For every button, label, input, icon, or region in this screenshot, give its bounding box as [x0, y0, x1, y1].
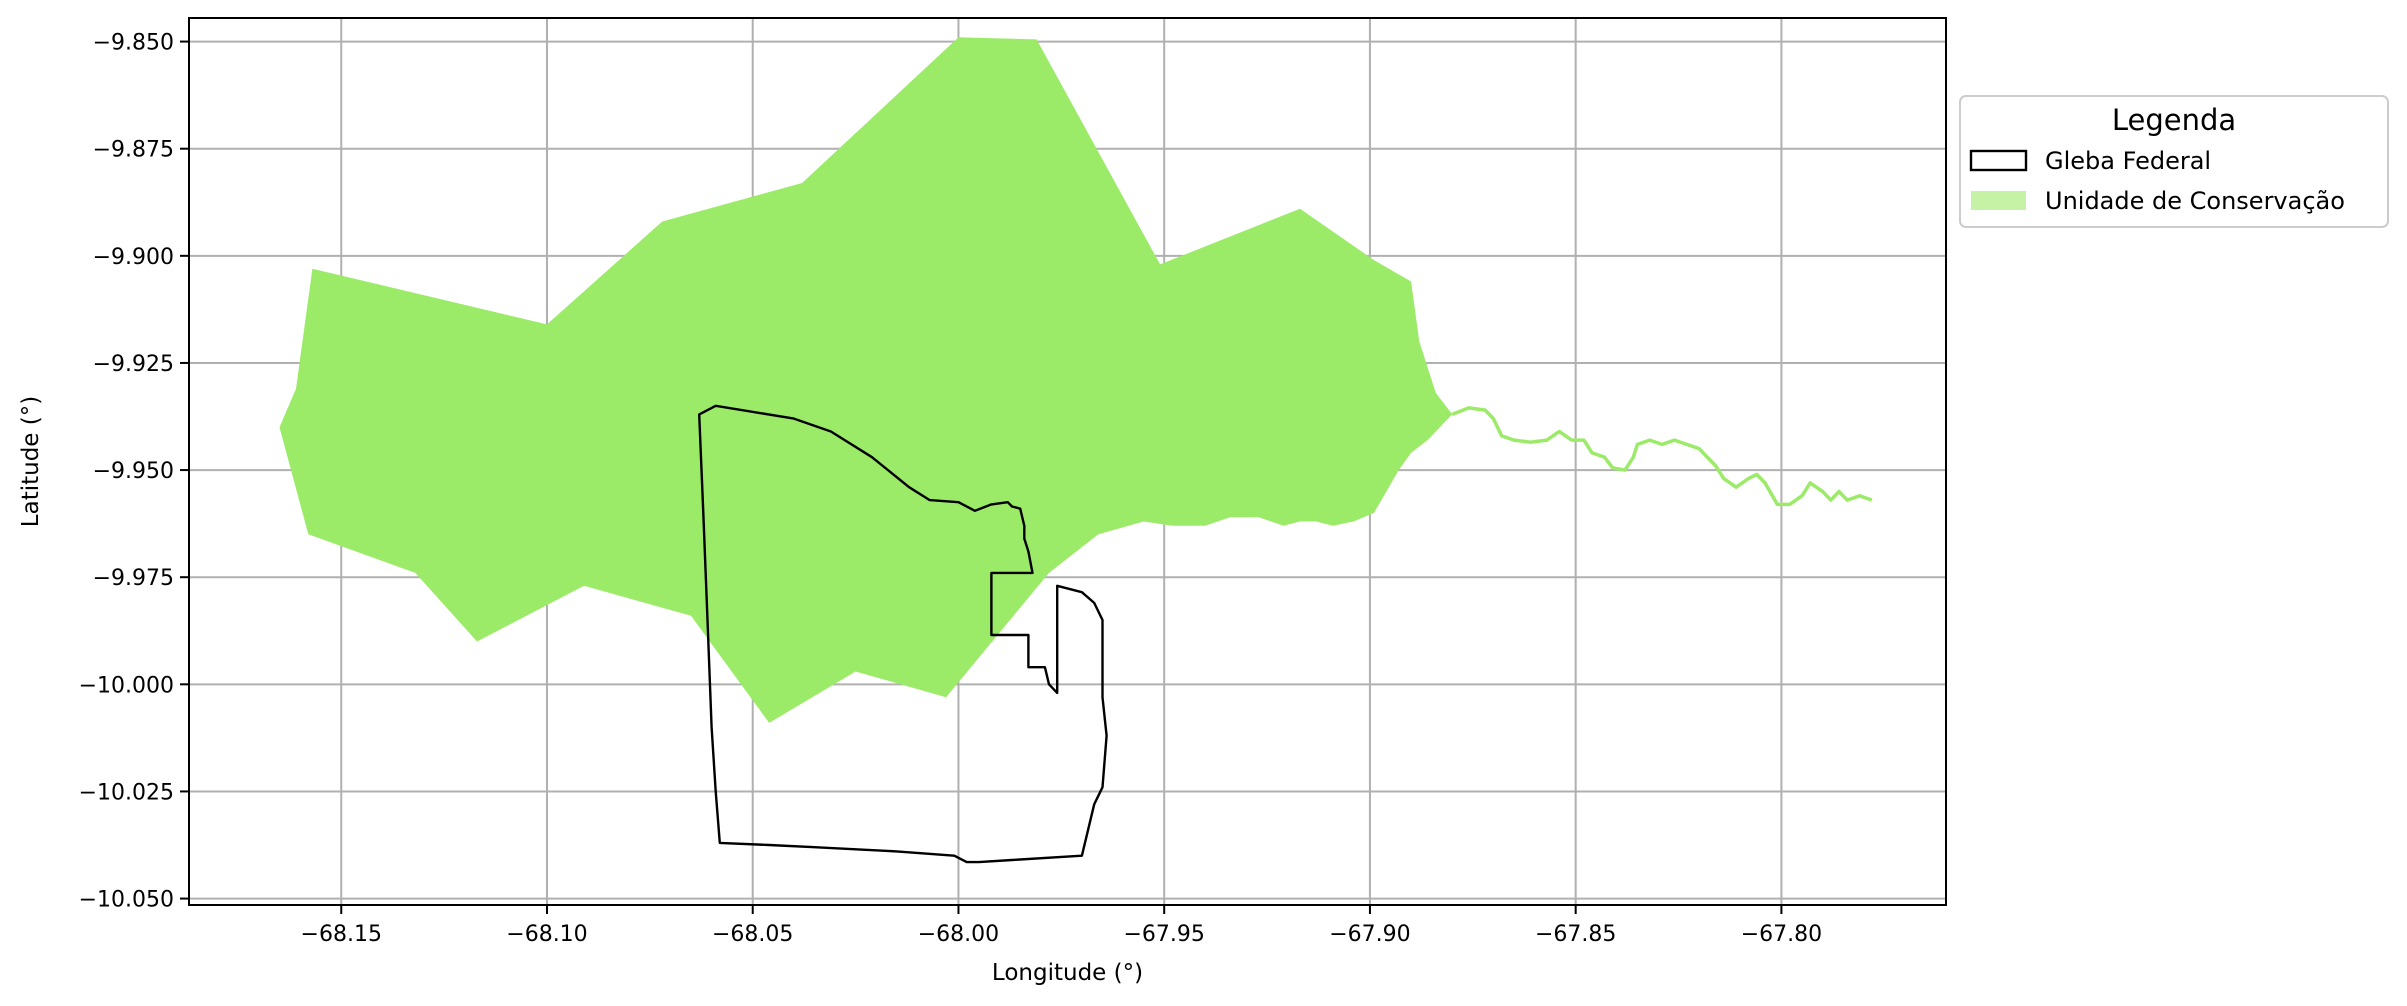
- y-tick-label: −9.850: [93, 31, 174, 56]
- x-tick-label: −68.10: [506, 922, 587, 947]
- data-layer: [279, 37, 1873, 864]
- y-tick-label: −10.000: [79, 673, 174, 698]
- y-axis-title: Latitude (°): [18, 396, 44, 527]
- x-tick-label: −68.15: [301, 922, 382, 947]
- gleba-federal-outline: [698, 404, 1108, 864]
- legend-swatch-unidade-conservacao: [1971, 191, 2026, 210]
- legend-label-gleba-federal: Gleba Federal: [2045, 147, 2211, 175]
- y-tick-label: −9.975: [93, 566, 174, 591]
- y-tick-label: −10.025: [79, 780, 174, 805]
- legend-frame: [1959, 95, 2389, 228]
- legend-label-unidade-conservacao: Unidade de Conservação: [2045, 187, 2345, 215]
- x-tick-label: −67.80: [1741, 922, 1822, 947]
- legend-title: Legenda: [2112, 103, 2236, 137]
- x-axis-title: Longitude (°): [992, 960, 1143, 986]
- y-tick-label: −9.925: [93, 352, 174, 377]
- plot-area: −68.15 −68.10 −68.05 −68.00 −67.95 −67.90 −67.…: [79, 17, 1947, 947]
- y-tick-label: −10.050: [79, 888, 174, 913]
- legend-swatch-gleba-federal: [1969, 149, 2028, 172]
- y-tick-label: −9.875: [93, 138, 174, 163]
- tick-layer: −68.15 −68.10 −68.05 −68.00 −67.95 −67.90 −67.…: [79, 31, 1823, 947]
- x-tick-label: −67.95: [1123, 922, 1204, 947]
- y-tick-label: −9.950: [93, 459, 174, 484]
- conservation-unit-area: [279, 37, 1453, 723]
- y-tick-label: −9.900: [93, 245, 174, 270]
- x-tick-label: −67.90: [1329, 922, 1410, 947]
- plot-frame: [188, 17, 1947, 906]
- x-tick-label: −68.00: [918, 922, 999, 947]
- conservation-unit-river: [1451, 406, 1873, 507]
- legend: Legenda Gleba Federal Unidade de Conserv…: [1959, 95, 2389, 228]
- x-tick-label: −67.85: [1535, 922, 1616, 947]
- x-tick-label: −68.05: [712, 922, 793, 947]
